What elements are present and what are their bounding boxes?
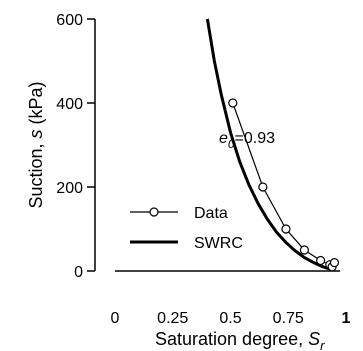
y-axis-title-symbol: s bbox=[26, 129, 46, 138]
x-ticks: 0 0.25 0.5 0.75 1 bbox=[111, 310, 351, 327]
annotation-subscript: 0 bbox=[228, 137, 235, 151]
x-axis-title-prefix: Saturation degree, bbox=[155, 329, 308, 349]
legend: Data SWRC bbox=[130, 205, 243, 252]
data-point bbox=[329, 258, 340, 268]
y-tick-label: 400 bbox=[56, 96, 83, 113]
annotation-value: =0.93 bbox=[235, 130, 276, 147]
y-tick-label: 600 bbox=[56, 12, 83, 29]
void-ratio-annotation: e0=0.93 bbox=[219, 130, 275, 151]
y-axis-title: Suction, s (kPa) bbox=[26, 81, 46, 208]
y-axis-title-suffix: (kPa) bbox=[26, 81, 46, 129]
x-tick-label: 0.25 bbox=[157, 310, 188, 327]
y-tick-label: 0 bbox=[74, 264, 83, 281]
legend-data-marker bbox=[149, 207, 159, 217]
series-swrc bbox=[205, 18, 335, 272]
series-data bbox=[228, 98, 340, 272]
y-tick-label: 200 bbox=[56, 180, 83, 197]
legend-swrc-label: SWRC bbox=[194, 235, 243, 252]
x-tick-label: 0 bbox=[111, 310, 120, 327]
x-axis-title-sub: r bbox=[320, 338, 325, 351]
x-tick-label: 1 bbox=[342, 310, 351, 327]
axes bbox=[94, 19, 340, 272]
x-tick-label: 0.75 bbox=[273, 310, 304, 327]
x-axis-title-symbol: S bbox=[308, 329, 320, 349]
data-point bbox=[228, 98, 238, 108]
y-axis-title-prefix: Suction, bbox=[26, 138, 46, 208]
x-axis-title: Saturation degree, Sr bbox=[155, 329, 325, 351]
x-tick-label: 0.5 bbox=[219, 310, 241, 327]
data-point bbox=[281, 224, 291, 234]
y-ticks: 0 200 400 600 bbox=[56, 12, 95, 281]
data-point bbox=[299, 245, 310, 255]
swrc-curve bbox=[205, 18, 335, 272]
data-point bbox=[258, 182, 268, 192]
legend-data-label: Data bbox=[194, 205, 228, 222]
data-point bbox=[315, 255, 326, 266]
annotation-symbol: e bbox=[219, 130, 228, 147]
